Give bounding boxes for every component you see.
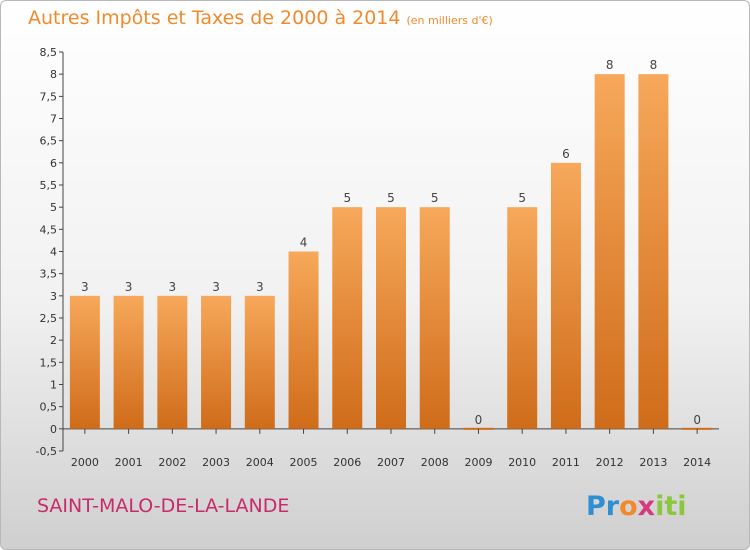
y-tick-label: 3,5 — [40, 268, 58, 281]
x-tick-label: 2011 — [552, 456, 580, 469]
y-tick-label: 1,5 — [40, 356, 58, 369]
data-label: 3 — [256, 280, 264, 294]
bar — [638, 74, 669, 429]
bar — [69, 295, 100, 429]
y-tick-label: 8,5 — [40, 46, 58, 59]
logo-part-2: o — [619, 491, 638, 522]
x-tick-label: 2004 — [246, 456, 274, 469]
y-tick-label: -0,5 — [36, 445, 57, 458]
y-tick-label: 6,5 — [40, 135, 58, 148]
data-label: 3 — [212, 280, 220, 294]
proxiti-logo: Proxiti — [586, 491, 687, 522]
bar — [419, 207, 450, 429]
data-label: 5 — [343, 191, 351, 205]
chart-unit: (en milliers d'€) — [406, 14, 493, 27]
x-tick-label: 2000 — [71, 456, 99, 469]
bar — [288, 251, 319, 429]
x-tick-label: 2010 — [508, 456, 536, 469]
chart-title: Autres Impôts et Taxes de 2000 à 2014 (en… — [28, 7, 493, 29]
y-tick-label: 5 — [50, 201, 57, 214]
x-tick-label: 2006 — [333, 456, 361, 469]
place-name: SAINT-MALO-DE-LA-LANDE — [37, 495, 290, 517]
x-tick-label: 2003 — [202, 456, 230, 469]
data-label: 6 — [562, 147, 570, 161]
data-label: 5 — [387, 191, 395, 205]
y-tick-label: 5,5 — [40, 179, 58, 192]
bar — [550, 162, 581, 429]
data-label: 4 — [300, 236, 308, 250]
data-label: 8 — [650, 58, 658, 72]
bar — [376, 207, 406, 429]
x-tick-label: 2014 — [683, 456, 711, 469]
y-tick-label: 4 — [50, 246, 57, 259]
logo-part-4: iti — [655, 491, 687, 522]
y-tick-label: 7,5 — [40, 90, 58, 103]
x-tick-label: 2009 — [464, 456, 492, 469]
x-tick-label: 2002 — [158, 456, 186, 469]
x-tick-label: 2001 — [115, 456, 143, 469]
y-tick-label: 3 — [50, 290, 57, 303]
y-tick-label: 1 — [50, 379, 57, 392]
y-tick-label: 4,5 — [40, 223, 58, 236]
bar — [332, 207, 363, 429]
y-tick-label: 7 — [50, 113, 57, 126]
y-tick-label: 8 — [50, 68, 57, 81]
data-label: 8 — [606, 58, 614, 72]
data-label: 3 — [169, 280, 177, 294]
y-tick-label: 0 — [50, 423, 57, 436]
x-tick-label: 2005 — [290, 456, 318, 469]
bar — [507, 207, 538, 429]
data-label: 0 — [475, 413, 483, 427]
y-tick-label: 2 — [50, 334, 57, 347]
x-tick-label: 2007 — [377, 456, 405, 469]
bar — [113, 295, 144, 429]
chart-title-text: Autres Impôts et Taxes de 2000 à 2014 — [28, 7, 401, 29]
logo-part-1: Pr — [586, 491, 620, 522]
data-label: 3 — [125, 280, 133, 294]
bar — [594, 74, 625, 429]
bar — [157, 295, 188, 429]
data-label: 0 — [693, 413, 701, 427]
x-tick-label: 2008 — [421, 456, 449, 469]
y-tick-label: 6 — [50, 157, 57, 170]
x-tick-label: 2013 — [639, 456, 667, 469]
bar — [201, 295, 232, 429]
data-label: 5 — [518, 191, 526, 205]
bar — [244, 295, 275, 429]
y-tick-label: 0,5 — [40, 401, 58, 414]
y-tick-label: 2,5 — [40, 312, 58, 325]
data-label: 3 — [81, 280, 89, 294]
logo-part-3: x — [637, 491, 656, 522]
x-tick-label: 2012 — [596, 456, 624, 469]
data-label: 5 — [431, 191, 439, 205]
